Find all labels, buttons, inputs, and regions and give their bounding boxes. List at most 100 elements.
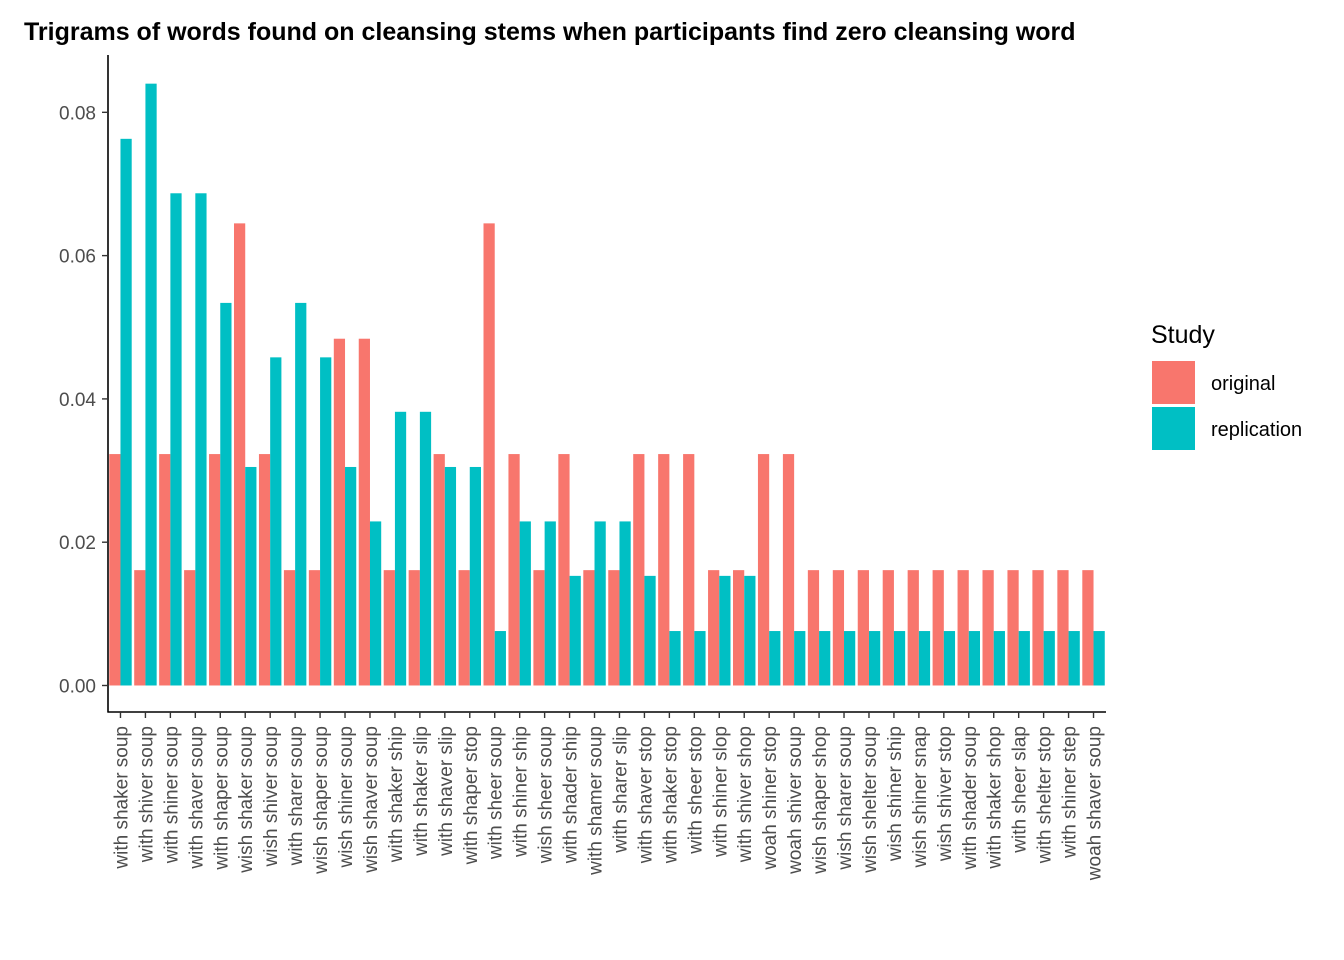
x-tick-label: with shiver soup: [136, 726, 157, 863]
plot-area: [109, 83, 1105, 686]
bar-original-17: [533, 570, 545, 686]
x-tick-label: with sharer slip: [610, 726, 631, 854]
x-tick-label: woah shiner stop: [760, 726, 781, 871]
bar-original-14: [458, 570, 470, 686]
bar-original-20: [608, 570, 620, 686]
bar-original-12: [408, 570, 420, 686]
bar-original-34: [957, 570, 969, 686]
x-tick-label: wish shiver stop: [935, 726, 956, 862]
bar-original-16: [508, 454, 520, 686]
bar-replication-18: [569, 575, 581, 686]
bar-original-0: [109, 454, 121, 686]
bar-original-3: [184, 570, 196, 686]
bar-replication-4: [220, 302, 232, 686]
y-tick-label: 0.02: [59, 533, 96, 554]
bar-replication-6: [270, 357, 282, 686]
x-tick-label: with shaver stop: [635, 726, 656, 864]
bar-original-22: [658, 454, 670, 686]
bar-replication-31: [893, 631, 906, 686]
bar-replication-12: [419, 411, 432, 686]
x-tick-label: wish shelter soup: [860, 726, 881, 874]
bar-original-18: [558, 454, 570, 686]
bar-original-24: [708, 570, 720, 686]
bar-replication-15: [494, 631, 506, 686]
bar-replication-10: [369, 521, 382, 686]
legend-key-original: [1152, 361, 1195, 404]
bar-replication-7: [295, 302, 307, 686]
bar-original-32: [907, 570, 919, 686]
bar-replication-34: [968, 631, 980, 686]
bar-replication-25: [744, 575, 756, 686]
bar-replication-26: [769, 631, 781, 686]
x-tick-label: with shaker soup: [111, 726, 132, 870]
bar-replication-37: [1043, 631, 1055, 686]
bar-original-21: [633, 454, 645, 686]
x-tick-label: wish shaper shop: [810, 726, 831, 875]
bar-replication-23: [694, 631, 706, 686]
x-tick-label: with shaker ship: [386, 726, 407, 863]
x-tick-label: wish shiver soup: [261, 726, 282, 867]
bar-replication-39: [1093, 631, 1105, 686]
bar-original-30: [857, 570, 869, 686]
bar-original-15: [483, 223, 495, 686]
bar-original-31: [882, 570, 894, 686]
x-tick-label: wish sheer soup: [536, 726, 557, 864]
x-tick-label: with shaver soup: [186, 726, 207, 870]
bar-original-4: [209, 454, 221, 686]
bar-replication-11: [394, 411, 407, 686]
bar-original-19: [583, 570, 595, 686]
bar-original-25: [733, 570, 745, 686]
legend-label-replication: replication: [1211, 419, 1302, 441]
x-tick-label: with shaver slip: [436, 726, 457, 857]
y-tick-label: 0.00: [59, 676, 96, 697]
x-tick-label: with sheer soup: [486, 726, 507, 860]
bar-original-35: [982, 570, 994, 686]
bar-original-28: [807, 570, 820, 686]
bar-replication-30: [868, 631, 881, 686]
legend: Study original replication: [1151, 321, 1302, 450]
x-tick-label: with shiner slop: [710, 726, 731, 858]
bar-replication-8: [320, 357, 332, 686]
x-tick-label: with sheer stop: [685, 726, 706, 855]
bar-original-13: [433, 454, 445, 686]
bar-original-29: [832, 570, 845, 686]
bar-original-33: [932, 570, 944, 686]
bar-replication-36: [1018, 631, 1030, 686]
bar-replication-28: [819, 631, 831, 686]
bar-replication-14: [469, 466, 481, 686]
x-tick-label: with shaker stop: [660, 726, 681, 864]
bar-replication-13: [444, 466, 457, 686]
x-tick-label: wish shaver soup: [361, 726, 382, 874]
bar-replication-1: [145, 83, 157, 686]
bar-replication-2: [170, 193, 182, 686]
bar-replication-24: [719, 575, 731, 686]
bar-replication-29: [844, 631, 856, 686]
x-tick-label: wish sharer soup: [835, 726, 856, 871]
y-tick-label: 0.06: [59, 247, 96, 268]
x-tick-label: with shaker shop: [985, 726, 1006, 870]
x-tick-label: wish shaker soup: [236, 726, 257, 874]
x-tick-label: wish shiner snap: [910, 726, 931, 869]
x-tick-label: with shiner ship: [511, 726, 532, 858]
y-tick-label: 0.08: [59, 103, 96, 124]
x-tick-label: with sharer soup: [286, 726, 307, 866]
bar-original-26: [757, 454, 770, 686]
bar-replication-3: [195, 193, 207, 686]
x-tick-label: with shader ship: [561, 726, 582, 864]
bar-replication-19: [594, 521, 606, 686]
bar-replication-22: [669, 631, 681, 686]
bar-original-27: [782, 454, 795, 686]
x-tick-label: with shaper soup: [211, 726, 232, 871]
x-axis: with shaker soup with shiver soup with shi…: [107, 711, 1106, 881]
legend-label-original: original: [1211, 373, 1275, 395]
bar-original-5: [234, 223, 246, 686]
bar-original-7: [283, 570, 296, 686]
bar-replication-9: [345, 466, 357, 686]
bar-original-6: [258, 454, 271, 686]
bar-replication-35: [993, 631, 1005, 686]
x-tick-label: with shader soup: [960, 726, 981, 871]
legend-title: Study: [1151, 321, 1215, 349]
x-tick-label: woah shaver soup: [1085, 726, 1106, 881]
bar-original-23: [683, 454, 695, 686]
